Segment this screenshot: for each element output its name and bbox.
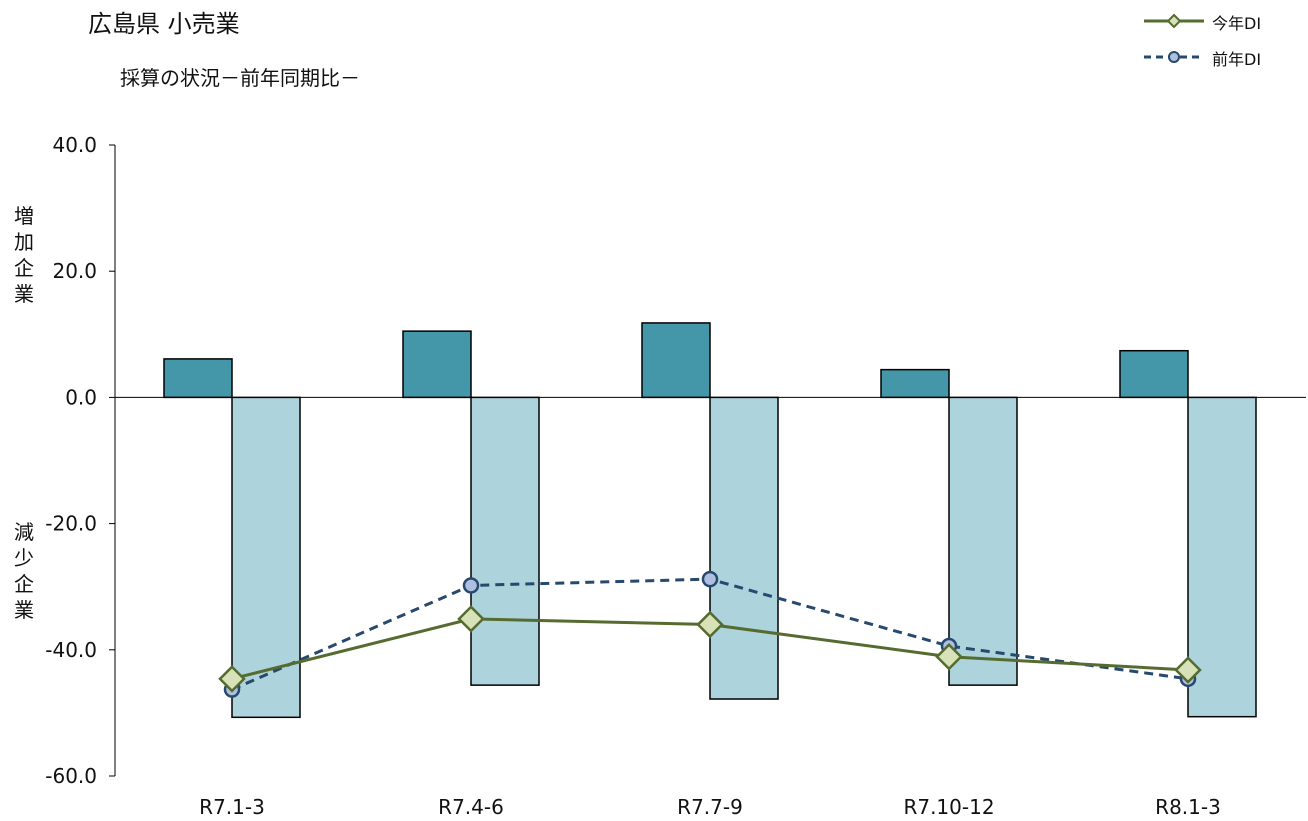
x-tick-label: R7.7-9: [677, 795, 743, 819]
bar-decrease: [1187, 396, 1257, 718]
legend-previous-label: 前年DI: [1212, 50, 1262, 69]
point-current: [1174, 656, 1202, 684]
bar-decrease: [709, 396, 779, 700]
bar-increase: [641, 322, 711, 399]
bar-decrease: [948, 396, 1018, 686]
point-previous: [462, 577, 480, 594]
decrease-side-label: 減少企業: [14, 520, 34, 622]
legend-current-label: 今年DI: [1212, 14, 1262, 33]
point-previous: [701, 570, 719, 588]
y-tick-label: -60.0: [45, 764, 97, 788]
bar-increase: [880, 368, 950, 399]
y-tick-label: -40.0: [45, 638, 97, 662]
legend-item-previous: 前年DI: [1142, 46, 1308, 69]
y-tick-label: 20.0: [52, 259, 97, 283]
chart-title: 広島県 小売業: [88, 10, 240, 38]
point-current: [457, 605, 485, 633]
x-tick-label: R7.10-12: [903, 795, 994, 819]
bar-decrease: [470, 396, 540, 686]
bar-increase: [402, 330, 472, 399]
point-current: [696, 610, 724, 639]
y-tick-label: -20.0: [45, 512, 97, 536]
point-current: [218, 665, 246, 693]
chart-subtitle: 採算の状況－前年同期比－: [120, 66, 360, 90]
x-tick-label: R8.1-3: [1155, 795, 1221, 819]
y-tick-label: 40.0: [52, 133, 97, 157]
point-current: [935, 642, 963, 671]
x-tick-label: R7.4-6: [438, 795, 504, 819]
y-tick-label: 0.0: [65, 385, 97, 409]
bar-increase: [1119, 349, 1189, 399]
legend-current-swatch: [1144, 13, 1204, 29]
legend-item-current: 今年DI: [1142, 10, 1308, 33]
legend-previous-swatch: [1144, 51, 1204, 63]
x-tick-label: R7.1-3: [199, 795, 265, 819]
bar-increase: [163, 358, 233, 399]
increase-side-label: 増加企業: [14, 204, 34, 306]
